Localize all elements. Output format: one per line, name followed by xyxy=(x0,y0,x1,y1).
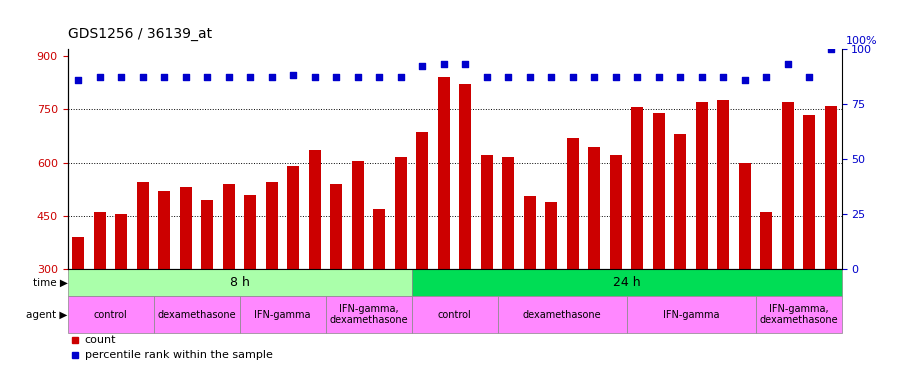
Text: count: count xyxy=(85,335,116,345)
Text: 100%: 100% xyxy=(846,36,878,46)
Text: dexamethasone: dexamethasone xyxy=(158,310,236,320)
Text: IFN-gamma: IFN-gamma xyxy=(662,310,719,320)
Bar xyxy=(411,296,498,333)
Bar xyxy=(739,163,751,269)
Bar xyxy=(755,296,842,333)
Text: IFN-gamma,
dexamethasone: IFN-gamma, dexamethasone xyxy=(329,304,408,326)
Text: percentile rank within the sample: percentile rank within the sample xyxy=(85,350,273,360)
Point xyxy=(759,74,773,80)
Bar xyxy=(94,212,105,269)
Text: time ▶: time ▶ xyxy=(32,278,68,288)
Text: IFN-gamma: IFN-gamma xyxy=(254,310,310,320)
Point xyxy=(802,74,816,80)
Bar xyxy=(72,237,85,269)
Text: dexamethasone: dexamethasone xyxy=(523,310,601,320)
Point xyxy=(265,74,279,80)
Text: 24 h: 24 h xyxy=(613,276,640,289)
Point xyxy=(565,74,580,80)
Bar xyxy=(459,84,472,269)
Point xyxy=(587,74,601,80)
Bar xyxy=(202,200,213,269)
Bar xyxy=(137,182,148,269)
Bar xyxy=(824,106,837,269)
Point xyxy=(824,46,838,52)
Point xyxy=(695,74,709,80)
Bar xyxy=(610,156,622,269)
Bar xyxy=(309,150,320,269)
Point xyxy=(243,74,257,80)
Bar xyxy=(326,296,411,333)
Bar xyxy=(374,209,385,269)
Bar xyxy=(115,214,127,269)
Bar xyxy=(287,166,299,269)
Bar xyxy=(674,134,686,269)
Bar xyxy=(804,115,815,269)
Point xyxy=(372,74,386,80)
Bar xyxy=(411,269,842,296)
Bar xyxy=(266,182,278,269)
Bar xyxy=(180,188,192,269)
Point xyxy=(608,74,623,80)
Bar xyxy=(545,202,557,269)
Point xyxy=(738,76,752,82)
Point xyxy=(200,74,214,80)
Point xyxy=(393,74,408,80)
Text: GDS1256 / 36139_at: GDS1256 / 36139_at xyxy=(68,27,211,41)
Bar xyxy=(68,269,411,296)
Bar xyxy=(352,161,364,269)
Point xyxy=(436,61,451,67)
Point xyxy=(221,74,236,80)
Point xyxy=(157,74,171,80)
Text: IFN-gamma,
dexamethasone: IFN-gamma, dexamethasone xyxy=(760,304,838,326)
Point xyxy=(351,74,365,80)
Point xyxy=(673,74,688,80)
Point xyxy=(458,61,473,67)
Point xyxy=(329,74,344,80)
Bar xyxy=(502,157,514,269)
Bar xyxy=(223,184,235,269)
Bar xyxy=(760,212,772,269)
Bar xyxy=(567,138,579,269)
Bar xyxy=(154,296,239,333)
Point xyxy=(501,74,516,80)
Bar xyxy=(244,195,256,269)
Point xyxy=(480,74,494,80)
Bar xyxy=(158,191,170,269)
Point xyxy=(71,76,86,82)
Bar xyxy=(239,296,326,333)
Bar xyxy=(717,100,729,269)
Bar xyxy=(631,108,644,269)
Point xyxy=(136,74,150,80)
Bar xyxy=(589,147,600,269)
Point xyxy=(286,72,301,78)
Bar xyxy=(524,196,536,269)
Point xyxy=(523,74,537,80)
Text: control: control xyxy=(437,310,472,320)
Bar xyxy=(481,156,492,269)
Text: control: control xyxy=(94,310,128,320)
Bar xyxy=(395,157,407,269)
Point xyxy=(544,74,558,80)
Bar xyxy=(417,132,428,269)
Point xyxy=(415,63,429,69)
Bar xyxy=(330,184,342,269)
Text: agent ▶: agent ▶ xyxy=(26,310,68,320)
Text: 8 h: 8 h xyxy=(230,276,249,289)
Bar xyxy=(782,102,794,269)
Point xyxy=(93,74,107,80)
Bar xyxy=(498,296,626,333)
Bar xyxy=(437,77,450,269)
Point xyxy=(780,61,795,67)
Bar xyxy=(652,113,665,269)
Point xyxy=(114,74,129,80)
Point xyxy=(652,74,666,80)
Bar xyxy=(626,296,755,333)
Bar xyxy=(68,296,154,333)
Point xyxy=(308,74,322,80)
Point xyxy=(716,74,731,80)
Bar xyxy=(696,102,707,269)
Point xyxy=(630,74,644,80)
Point xyxy=(178,74,193,80)
